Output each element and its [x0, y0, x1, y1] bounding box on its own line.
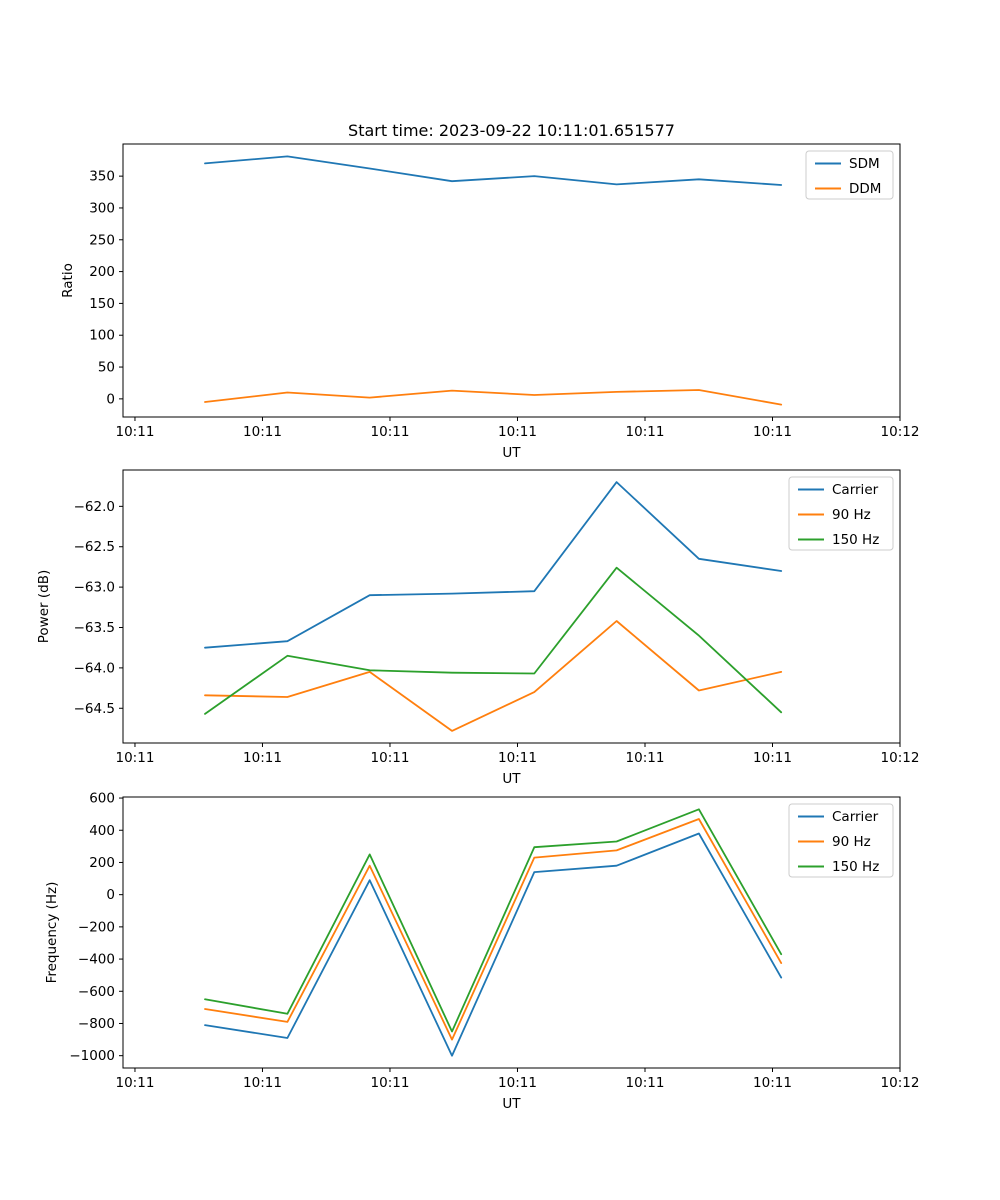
- y-tick-label: 0: [106, 887, 115, 903]
- legend-label: Carrier: [832, 482, 879, 498]
- legend-label: Carrier: [832, 809, 879, 825]
- x-tick-label: 10:11: [626, 750, 665, 766]
- x-tick-label: 10:11: [753, 750, 792, 766]
- x-tick-label: 10:11: [371, 750, 410, 766]
- y-axis-label: Frequency (Hz): [44, 882, 60, 984]
- series-line-carrier: [204, 832, 783, 1057]
- series-line-sdm: [204, 155, 783, 186]
- y-tick-label: 50: [98, 360, 115, 376]
- plot-area: [122, 469, 901, 744]
- y-axis-label: Power (dB): [36, 570, 52, 643]
- x-axis-label: UT: [502, 1096, 521, 1112]
- plot-area: [122, 143, 901, 418]
- legend-label: SDM: [849, 156, 880, 172]
- plot-area: [122, 796, 901, 1069]
- x-tick-label: 10:11: [243, 1075, 282, 1091]
- x-tick-label: 10:11: [626, 1075, 665, 1091]
- legend-label: DDM: [849, 181, 881, 197]
- x-tick-label: 10:11: [116, 750, 155, 766]
- x-axis-label: UT: [502, 771, 521, 787]
- x-tick-label: 10:11: [116, 1075, 155, 1091]
- y-tick-label: −63.0: [74, 580, 115, 596]
- x-tick-label: 10:11: [116, 424, 155, 440]
- y-tick-label: 200: [89, 855, 115, 871]
- y-tick-label: 250: [89, 232, 115, 248]
- x-tick-label: 10:12: [881, 424, 920, 440]
- x-tick-label: 10:11: [626, 424, 665, 440]
- y-tick-label: 350: [89, 169, 115, 185]
- x-tick-label: 10:11: [243, 750, 282, 766]
- x-tick-label: 10:11: [753, 1075, 792, 1091]
- series-line-150-hz: [204, 566, 783, 715]
- x-tick-label: 10:11: [753, 424, 792, 440]
- legend-box: [788, 803, 894, 878]
- series-line-150-hz: [204, 808, 783, 1033]
- y-tick-label: −62.0: [74, 499, 115, 515]
- y-tick-label: −64.0: [74, 660, 115, 676]
- y-tick-label: −200: [78, 919, 115, 935]
- y-tick-label: 150: [89, 296, 115, 312]
- y-tick-label: 300: [89, 200, 115, 216]
- y-tick-label: 600: [89, 791, 115, 807]
- y-tick-label: −1000: [69, 1048, 115, 1064]
- x-tick-label: 10:12: [881, 750, 920, 766]
- y-tick-label: −63.5: [74, 620, 115, 636]
- legend-label: 150 Hz: [832, 859, 879, 875]
- legend-label: 90 Hz: [832, 507, 871, 523]
- y-tick-label: 100: [89, 328, 115, 344]
- y-tick-label: −800: [78, 1016, 115, 1032]
- chart-panel-1: 350 300 250 200 150 100 50 0 10:11 10:11 10:11 10:1…: [60, 143, 920, 461]
- x-axis-label: UT: [502, 445, 521, 461]
- figure-title: Start time: 2023-09-22 10:11:01.651577: [348, 121, 675, 140]
- x-tick-label: 10:11: [498, 424, 537, 440]
- x-tick-label: 10:11: [498, 1075, 537, 1091]
- y-tick-label: 400: [89, 823, 115, 839]
- y-tick-label: −64.5: [74, 701, 115, 717]
- y-tick-label: 200: [89, 264, 115, 280]
- series-line-carrier: [204, 481, 783, 649]
- x-tick-label: 10:11: [243, 424, 282, 440]
- series-line-90-hz: [204, 818, 783, 1041]
- y-tick-label: −400: [78, 952, 115, 968]
- legend-box: [788, 476, 894, 551]
- series-line-ddm: [204, 389, 783, 406]
- x-tick-label: 10:12: [881, 1075, 920, 1091]
- legend-label: 150 Hz: [832, 532, 879, 548]
- chart-panel-2: −62.0 −62.5 −63.0 −63.5 −64.0 −64.5 10:11 10:11…: [36, 469, 920, 787]
- legend-label: 90 Hz: [832, 834, 871, 850]
- x-tick-label: 10:11: [371, 1075, 410, 1091]
- series-line-90-hz: [204, 620, 783, 732]
- y-axis-label: Ratio: [60, 263, 76, 298]
- y-tick-label: −62.5: [74, 539, 115, 555]
- y-tick-label: −600: [78, 984, 115, 1000]
- x-tick-label: 10:11: [371, 424, 410, 440]
- x-tick-label: 10:11: [498, 750, 537, 766]
- y-tick-label: 0: [106, 391, 115, 407]
